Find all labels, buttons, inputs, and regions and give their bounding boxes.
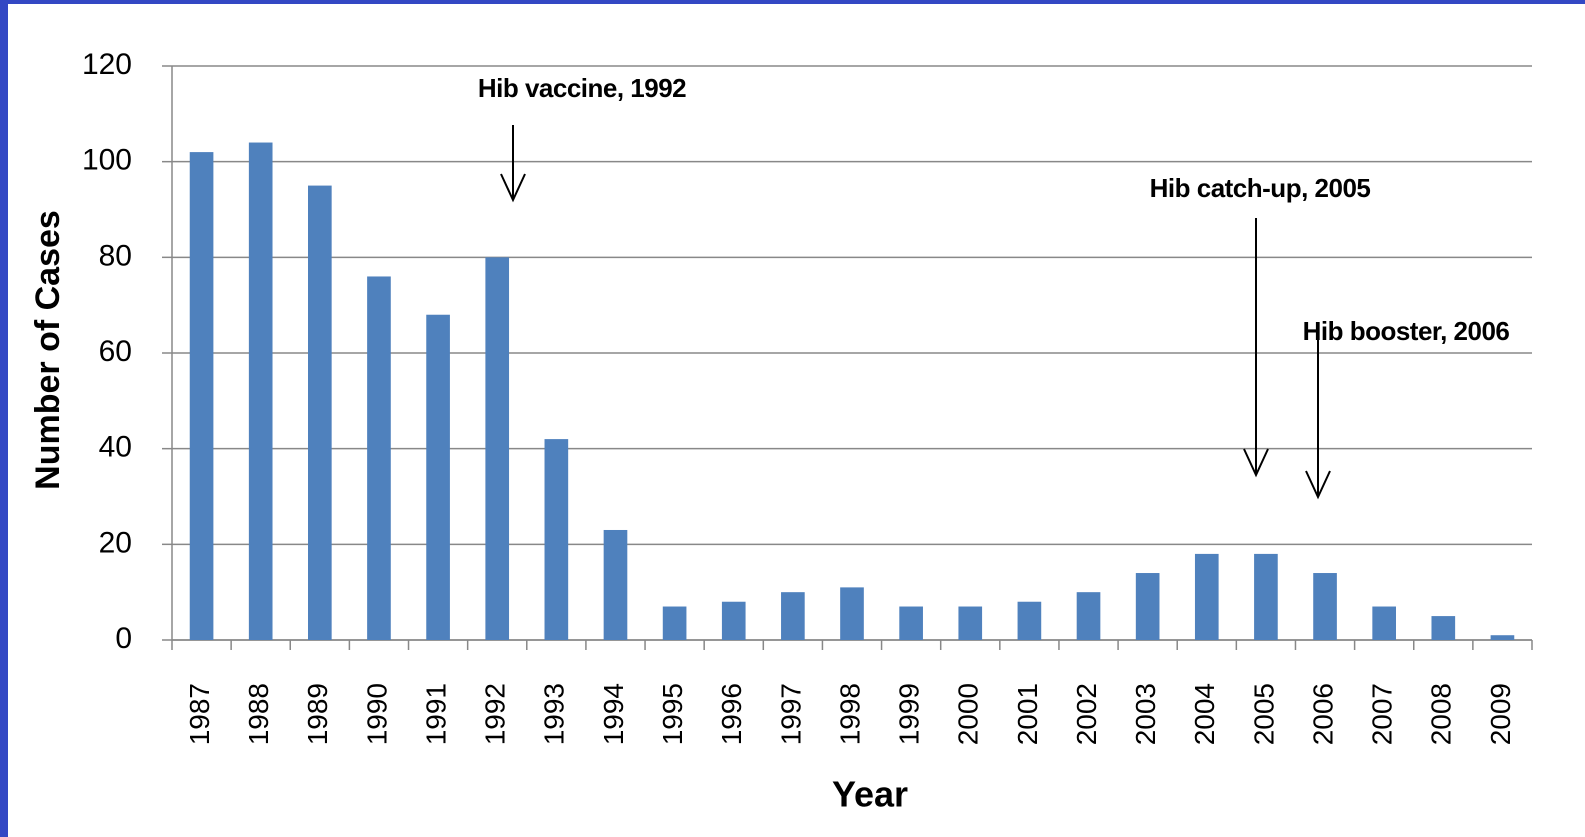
y-tick-label: 20 xyxy=(99,526,132,559)
x-tick-label: 1997 xyxy=(775,683,806,745)
bar xyxy=(1490,635,1515,640)
x-tick-label: 2000 xyxy=(953,683,984,745)
y-tick-label: 100 xyxy=(82,144,132,177)
bar xyxy=(308,185,332,641)
bar xyxy=(1194,553,1219,640)
y-axis-label: Number of Cases xyxy=(29,210,67,490)
bar xyxy=(1431,616,1456,640)
x-tick-label: 2006 xyxy=(1307,683,1338,745)
x-tick-label: 2003 xyxy=(1130,683,1161,745)
x-tick-label: 1993 xyxy=(539,683,570,745)
bar xyxy=(1135,573,1160,640)
x-tick-label: 2008 xyxy=(1426,683,1457,745)
x-tick-label: 2009 xyxy=(1485,683,1516,745)
x-tick-label: 2007 xyxy=(1367,683,1398,745)
x-tick-label: 1989 xyxy=(302,683,333,745)
y-tick-label: 0 xyxy=(115,622,132,655)
bar xyxy=(485,257,510,640)
bar xyxy=(1313,573,1337,640)
x-tick-label: 2001 xyxy=(1012,683,1043,745)
y-tick-label: 40 xyxy=(99,431,132,464)
bar xyxy=(662,606,687,640)
x-tick-label: 1988 xyxy=(243,683,274,745)
y-tick-label: 60 xyxy=(99,335,132,368)
bar xyxy=(958,606,983,640)
bar xyxy=(721,601,746,640)
x-tick-label: 1999 xyxy=(894,683,925,745)
bar xyxy=(1076,592,1101,640)
x-tick-label: 2005 xyxy=(1248,683,1279,745)
bar xyxy=(603,529,628,640)
bar xyxy=(781,592,805,640)
annotation: Hib booster, 2006 xyxy=(1303,316,1510,346)
bar xyxy=(1254,553,1278,640)
annotation-arrowhead xyxy=(1305,470,1331,500)
bar xyxy=(899,606,923,640)
y-tick-label: 120 xyxy=(82,48,132,81)
x-tick-label: 1995 xyxy=(657,683,688,745)
annotation: Hib catch-up, 2005 xyxy=(1150,173,1371,203)
bar xyxy=(367,276,391,640)
x-tick-label: 1990 xyxy=(361,683,392,745)
x-tick-label: 1991 xyxy=(420,683,451,745)
bar xyxy=(248,142,273,641)
x-tick-label: 1994 xyxy=(598,683,629,745)
bar xyxy=(1372,606,1396,640)
x-tick-label: 1998 xyxy=(834,683,865,745)
annotation: Hib vaccine, 1992 xyxy=(478,73,686,103)
annotation-arrowhead xyxy=(500,173,526,203)
x-tick-label: 1996 xyxy=(716,683,747,745)
y-tick-label: 80 xyxy=(99,239,132,272)
x-tick-label: 2004 xyxy=(1189,683,1220,745)
bar xyxy=(1017,601,1042,640)
x-tick-label: 1992 xyxy=(480,683,511,745)
bar xyxy=(840,587,864,640)
bar xyxy=(189,152,214,640)
x-tick-label: 1987 xyxy=(184,683,215,745)
bar xyxy=(426,314,450,640)
x-axis-label: Year xyxy=(832,774,908,815)
annotation-arrowhead xyxy=(1243,448,1269,478)
bar xyxy=(544,439,569,640)
x-tick-label: 2002 xyxy=(1071,683,1102,745)
